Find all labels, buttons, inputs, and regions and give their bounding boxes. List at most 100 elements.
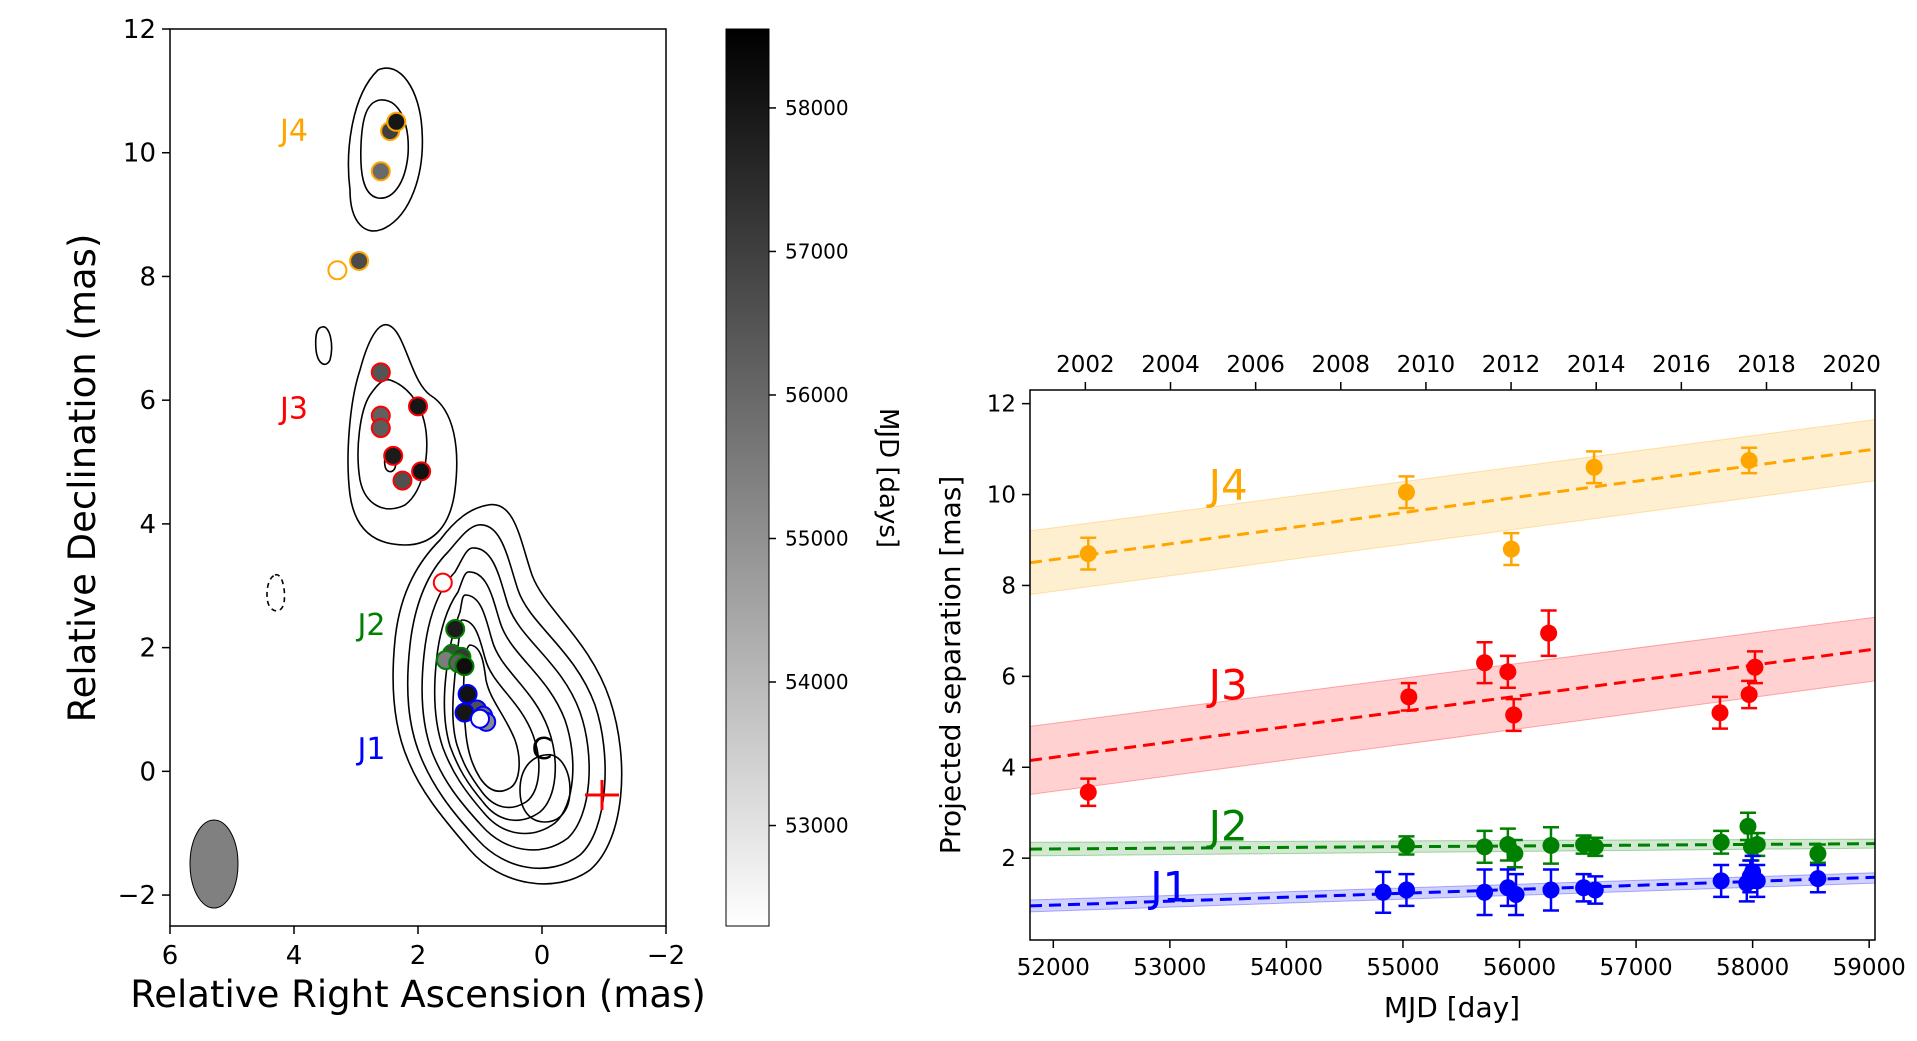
series-label-j1: J1 [1147, 863, 1189, 912]
right-ytick-label-3: 8 [1001, 573, 1016, 599]
colorbar-tick-label-1: 54000 [785, 670, 849, 694]
marker [1476, 654, 1494, 672]
right-xtick-label-7: 59000 [1833, 955, 1906, 981]
sep-point-j3-5 [1540, 609, 1558, 658]
left-ticks: 6 4 2 0 −2 −2 0 2 4 6 8 10 12 [118, 15, 685, 971]
colorbar-tick-label-5: 58000 [785, 96, 849, 120]
marker [1476, 883, 1494, 901]
sep-point-j4-3 [1585, 450, 1603, 485]
contour-j4-outer [347, 67, 424, 232]
beam-ellipse [189, 819, 239, 909]
right-xtick-label-4: 56000 [1483, 955, 1556, 981]
sep-point-j2-7 [1712, 829, 1730, 855]
sep-point-j1-12 [1748, 863, 1766, 899]
marker [1542, 881, 1560, 899]
marker [1540, 624, 1558, 642]
marker [1740, 451, 1758, 469]
sep-point-j1-1 [1397, 872, 1415, 908]
marker [1809, 845, 1827, 863]
contour-map [266, 67, 623, 885]
right-xlabel: MJD [day] [1384, 991, 1520, 1024]
marker [1397, 836, 1415, 854]
map-point-j3-6 [392, 470, 413, 491]
sep-point-j2-6 [1586, 836, 1604, 858]
colorbar-tick-label-2: 55000 [785, 526, 849, 550]
marker [1739, 817, 1757, 835]
sep-point-j3-6 [1711, 695, 1729, 730]
fit-line-j2 [1030, 842, 1875, 851]
map-point-j1-0 [457, 684, 478, 705]
sep-point-j2-1 [1476, 829, 1494, 864]
sep-point-j3-2 [1476, 641, 1494, 685]
right-xtick-label-5: 57000 [1599, 955, 1672, 981]
map-point-j3-7 [432, 572, 453, 593]
right-top-tick-label-7: 2016 [1652, 352, 1711, 378]
region-label-j3: J3 [278, 392, 308, 427]
contour-core-3 [421, 547, 590, 851]
left-ytick-label-4: 6 [139, 386, 156, 416]
map-point-j4-4 [327, 260, 348, 281]
sep-point-j2-10 [1748, 831, 1766, 858]
colorbar-tick-label-3: 56000 [785, 383, 849, 407]
map-point-j4-0 [370, 161, 391, 182]
contour-core-2 [406, 524, 606, 870]
right-ytick-label-0: 2 [1001, 846, 1016, 872]
right-top-tick-label-5: 2012 [1482, 352, 1541, 378]
map-point-j3-4 [383, 445, 404, 466]
marker [1585, 458, 1603, 476]
sep-point-j4-2 [1502, 531, 1520, 567]
sep-point-j2-8 [1739, 811, 1757, 842]
fit-line-j1 [1030, 875, 1875, 908]
marker [1748, 872, 1766, 890]
map-point-j4-3 [349, 250, 370, 271]
marker [1499, 663, 1517, 681]
right-top-tick-label-3: 2008 [1312, 352, 1371, 378]
fit-line-j3 [1030, 647, 1875, 762]
left-ytick-label-5: 8 [139, 262, 156, 292]
region-label-j2: J2 [356, 608, 386, 643]
sep-point-j1-5 [1542, 868, 1560, 912]
region-label-c: C [532, 732, 553, 767]
left-ytick-label-2: 2 [139, 634, 156, 664]
sep-point-j1-4 [1507, 872, 1525, 917]
sep-point-j4-0 [1079, 536, 1097, 571]
left-xtick-label-3: 0 [534, 941, 551, 971]
right-ytick-label-5: 12 [987, 392, 1016, 418]
marker [1740, 686, 1758, 704]
right-top-tick-label-1: 2004 [1141, 352, 1200, 378]
marker [1374, 883, 1392, 901]
marker [1505, 706, 1523, 724]
colorbar-tick-label-4: 57000 [785, 239, 849, 263]
map-point-j2-5 [454, 656, 475, 677]
map-point-j3-3 [370, 418, 391, 439]
left-xtick-label-0: 6 [162, 941, 179, 971]
map-point-j4-2 [386, 111, 407, 132]
left-ytick-label-7: 12 [123, 15, 156, 45]
sep-point-j2-11 [1809, 843, 1827, 864]
right-datapoints [1079, 446, 1827, 917]
right-ylabel: Projected separation [mas] [934, 476, 967, 855]
right-ticks: 52000 53000 54000 55000 56000 57000 58000 59000… [987, 352, 1906, 981]
right-ytick-label-1: 4 [1001, 755, 1016, 781]
map-point-j3-5 [411, 461, 432, 482]
contour-core-1 [392, 503, 623, 885]
sep-point-j3-4 [1505, 697, 1523, 733]
contour-core-4 [433, 571, 574, 835]
left-xtick-label-2: 2 [410, 941, 427, 971]
marker [1586, 881, 1604, 899]
colorbar-ticks: 53000 54000 55000 56000 57000 58000 [769, 96, 849, 838]
marker [1542, 836, 1560, 854]
sep-point-j2-4 [1542, 826, 1560, 865]
sep-point-j1-8 [1712, 863, 1730, 899]
contour-j4-mid [359, 99, 410, 199]
series-label-j3: J3 [1206, 660, 1248, 709]
right-xtick-label-1: 53000 [1133, 955, 1206, 981]
marker [1746, 658, 1764, 676]
right-top-tick-label-0: 2002 [1056, 352, 1115, 378]
contour-j3-mid [357, 378, 428, 510]
sep-point-j4-1 [1397, 475, 1415, 510]
sep-point-j1-0 [1374, 870, 1392, 914]
sep-point-j3-3 [1499, 654, 1517, 689]
sep-point-j1-13 [1809, 863, 1827, 894]
